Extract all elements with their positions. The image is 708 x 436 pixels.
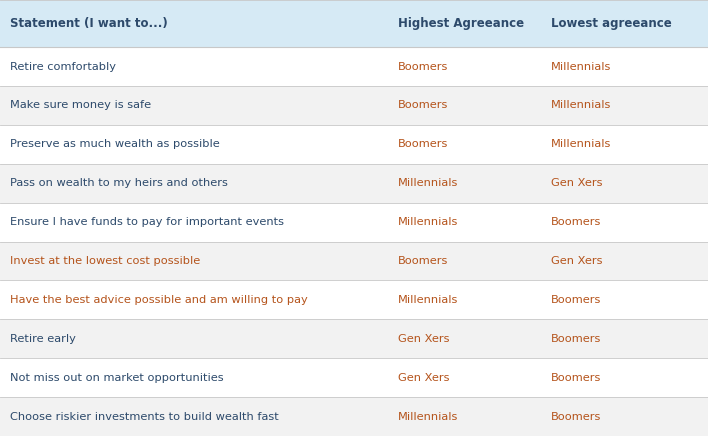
Text: Millennials: Millennials bbox=[398, 412, 458, 422]
Text: Highest Agreeance: Highest Agreeance bbox=[398, 17, 524, 30]
Text: Millennials: Millennials bbox=[551, 61, 611, 72]
Text: Preserve as much wealth as possible: Preserve as much wealth as possible bbox=[10, 140, 219, 149]
Text: Boomers: Boomers bbox=[551, 217, 601, 227]
Text: Not miss out on market opportunities: Not miss out on market opportunities bbox=[10, 373, 224, 383]
Text: Invest at the lowest cost possible: Invest at the lowest cost possible bbox=[10, 256, 200, 266]
Text: Gen Xers: Gen Xers bbox=[398, 334, 450, 344]
Text: Gen Xers: Gen Xers bbox=[551, 178, 603, 188]
Text: Choose riskier investments to build wealth fast: Choose riskier investments to build weal… bbox=[10, 412, 279, 422]
Bar bbox=[0, 203, 708, 242]
Text: Make sure money is safe: Make sure money is safe bbox=[10, 100, 151, 110]
Bar bbox=[0, 319, 708, 358]
Bar bbox=[0, 86, 708, 125]
Text: Boomers: Boomers bbox=[551, 295, 601, 305]
Text: Retire comfortably: Retire comfortably bbox=[10, 61, 116, 72]
Text: Boomers: Boomers bbox=[551, 334, 601, 344]
Bar bbox=[0, 47, 708, 86]
Text: Millennials: Millennials bbox=[398, 295, 458, 305]
Text: Statement (I want to...): Statement (I want to...) bbox=[10, 17, 168, 30]
Bar bbox=[0, 164, 708, 203]
Text: Millennials: Millennials bbox=[398, 217, 458, 227]
Text: Lowest agreeance: Lowest agreeance bbox=[551, 17, 672, 30]
Bar bbox=[0, 125, 708, 164]
Text: Boomers: Boomers bbox=[398, 61, 448, 72]
Text: Boomers: Boomers bbox=[398, 256, 448, 266]
Bar bbox=[0, 242, 708, 280]
Text: Millennials: Millennials bbox=[398, 178, 458, 188]
Text: Millennials: Millennials bbox=[551, 140, 611, 149]
Text: Ensure I have funds to pay for important events: Ensure I have funds to pay for important… bbox=[10, 217, 284, 227]
Text: Boomers: Boomers bbox=[398, 140, 448, 149]
Text: Boomers: Boomers bbox=[551, 412, 601, 422]
Text: Have the best advice possible and am willing to pay: Have the best advice possible and am wil… bbox=[10, 295, 308, 305]
Bar bbox=[0, 280, 708, 319]
Bar bbox=[0, 358, 708, 397]
Bar bbox=[0, 397, 708, 436]
Text: Retire early: Retire early bbox=[10, 334, 76, 344]
Text: Millennials: Millennials bbox=[551, 100, 611, 110]
Text: Gen Xers: Gen Xers bbox=[398, 373, 450, 383]
Text: Boomers: Boomers bbox=[398, 100, 448, 110]
Text: Boomers: Boomers bbox=[551, 373, 601, 383]
Bar bbox=[0, 0, 708, 47]
Text: Pass on wealth to my heirs and others: Pass on wealth to my heirs and others bbox=[10, 178, 228, 188]
Text: Gen Xers: Gen Xers bbox=[551, 256, 603, 266]
